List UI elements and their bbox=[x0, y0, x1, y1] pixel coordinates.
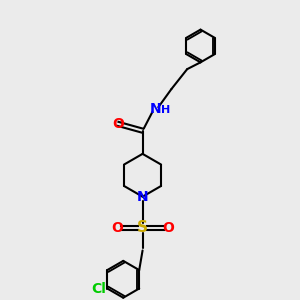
Text: O: O bbox=[112, 117, 124, 131]
Text: H: H bbox=[161, 105, 170, 115]
Text: N: N bbox=[137, 190, 148, 204]
Text: O: O bbox=[163, 221, 174, 235]
Text: Cl: Cl bbox=[91, 281, 106, 296]
Text: S: S bbox=[137, 220, 148, 236]
Text: N: N bbox=[150, 102, 162, 116]
Text: O: O bbox=[111, 221, 123, 235]
